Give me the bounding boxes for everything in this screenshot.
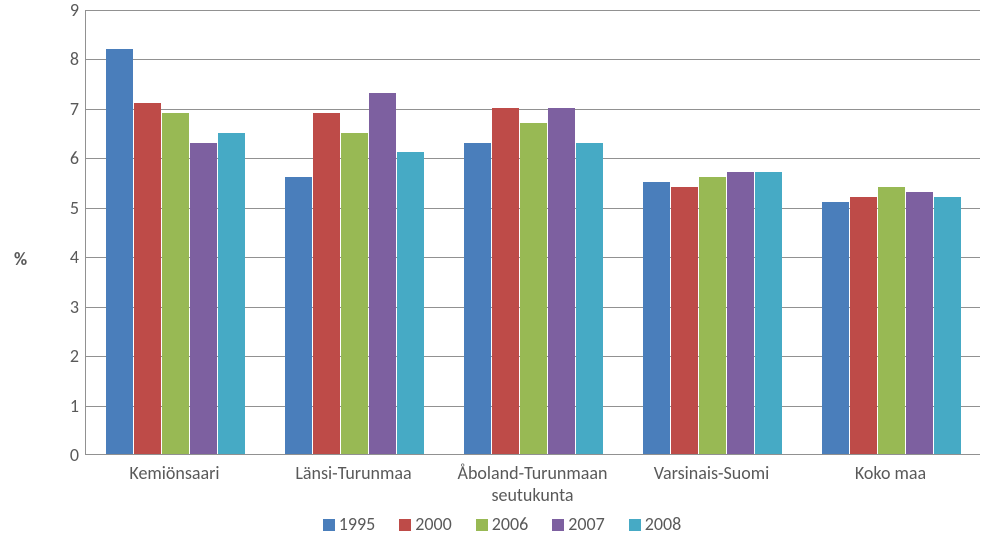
plot-area bbox=[85, 10, 980, 455]
legend-swatch bbox=[552, 519, 564, 531]
legend-item: 2000 bbox=[399, 513, 452, 535]
y-axis-title: % bbox=[14, 248, 27, 270]
bar bbox=[906, 192, 933, 454]
bar-group bbox=[285, 10, 424, 454]
legend-item: 2008 bbox=[629, 513, 682, 535]
bar bbox=[878, 187, 905, 454]
legend-label: 2007 bbox=[568, 513, 605, 535]
bar bbox=[850, 197, 877, 454]
bar bbox=[576, 143, 603, 455]
bar bbox=[313, 113, 340, 454]
x-category-label: Länsi-Turunmaa bbox=[264, 463, 443, 485]
bar-group bbox=[643, 10, 782, 454]
bar bbox=[134, 103, 161, 454]
x-category-label: Koko maa bbox=[801, 463, 980, 485]
bar bbox=[492, 108, 519, 454]
bar bbox=[464, 143, 491, 455]
bar bbox=[369, 93, 396, 454]
legend-label: 2008 bbox=[645, 513, 682, 535]
y-tick-label: 5 bbox=[39, 197, 79, 219]
bar bbox=[397, 152, 424, 454]
legend-label: 2006 bbox=[492, 513, 529, 535]
bar bbox=[341, 133, 368, 454]
y-tick-label: 4 bbox=[39, 246, 79, 268]
bar bbox=[190, 143, 217, 455]
bar bbox=[727, 172, 754, 454]
y-tick-label: 1 bbox=[39, 395, 79, 417]
y-tick-label: 3 bbox=[39, 296, 79, 318]
bar bbox=[520, 123, 547, 454]
y-tick-label: 2 bbox=[39, 345, 79, 367]
y-tick-label: 7 bbox=[39, 98, 79, 120]
bar bbox=[548, 108, 575, 454]
x-category-label: Varsinais-Suomi bbox=[622, 463, 801, 485]
bar bbox=[643, 182, 670, 454]
bar bbox=[934, 197, 961, 454]
legend-swatch bbox=[476, 519, 488, 531]
y-tick-label: 0 bbox=[39, 444, 79, 466]
x-category-label: Kemiönsaari bbox=[85, 463, 264, 485]
legend-item: 2007 bbox=[552, 513, 605, 535]
x-category-label: Åboland-Turunmaanseutukunta bbox=[443, 463, 622, 506]
legend-swatch bbox=[323, 519, 335, 531]
bar bbox=[285, 177, 312, 454]
legend-label: 1995 bbox=[339, 513, 376, 535]
bar bbox=[106, 49, 133, 454]
bar-chart: % 0 1 2 3 4 5 6 7 8 9 KemiönsaariLänsi-TurunmaaÅb… bbox=[0, 0, 1004, 543]
bar bbox=[218, 133, 245, 454]
bar bbox=[699, 177, 726, 454]
y-tick-label: 6 bbox=[39, 147, 79, 169]
bar bbox=[822, 202, 849, 454]
y-tick-label: 9 bbox=[39, 0, 79, 21]
legend-swatch bbox=[399, 519, 411, 531]
bar bbox=[755, 172, 782, 454]
legend-label: 2000 bbox=[415, 513, 452, 535]
legend-item: 2006 bbox=[476, 513, 529, 535]
bar bbox=[671, 187, 698, 454]
legend: 1995 2000 2006 2007 2008 bbox=[0, 513, 1004, 535]
y-tick-label: 8 bbox=[39, 48, 79, 70]
bar-group bbox=[822, 10, 961, 454]
legend-item: 1995 bbox=[323, 513, 376, 535]
bar-group bbox=[464, 10, 603, 454]
bar-group bbox=[106, 10, 245, 454]
legend-swatch bbox=[629, 519, 641, 531]
bar bbox=[162, 113, 189, 454]
